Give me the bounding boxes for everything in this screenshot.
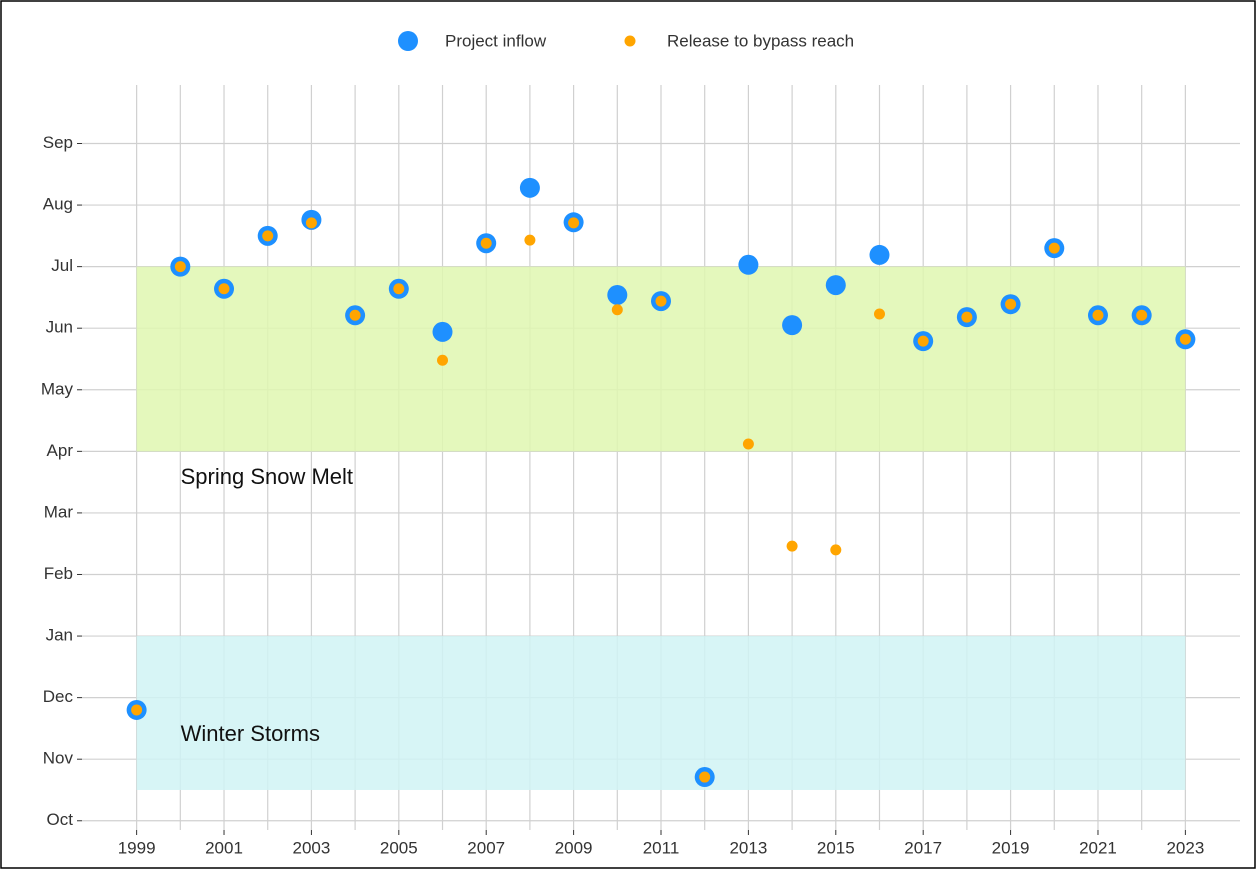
y-tick-label: Dec [43, 687, 74, 706]
point [218, 283, 230, 295]
x-tick-label: 2001 [205, 838, 243, 857]
y-tick-label: Jun [46, 318, 73, 337]
x-tick-label: 2003 [293, 838, 331, 857]
point [131, 704, 143, 716]
legend-marker [398, 31, 418, 51]
x-tick-label: 2005 [380, 838, 418, 857]
y-tick-label: Sep [43, 133, 73, 152]
point [742, 438, 754, 450]
point [262, 230, 274, 242]
y-tick-label: Jul [51, 256, 73, 275]
point [786, 540, 798, 552]
point [524, 234, 536, 246]
point [1092, 309, 1104, 321]
point [917, 335, 929, 347]
y-tick-label: Apr [47, 441, 74, 460]
point [611, 304, 623, 316]
point [480, 237, 492, 249]
y-tick-label: Aug [43, 195, 73, 214]
point [349, 309, 361, 321]
x-tick-label: 2023 [1166, 838, 1204, 857]
legend-label: Project inflow [445, 31, 547, 50]
x-tick-label: 2015 [817, 838, 855, 857]
point [738, 254, 759, 275]
x-tick-label: 2017 [904, 838, 942, 857]
y-tick-label: Mar [44, 502, 74, 521]
region [136, 636, 1186, 790]
point [519, 177, 540, 198]
region-label: Winter Storms [181, 721, 320, 746]
x-tick-label: 2019 [992, 838, 1030, 857]
x-tick-label: 2011 [643, 838, 680, 857]
x-tick-label: 2007 [467, 838, 505, 857]
legend-label: Release to bypass reach [667, 31, 854, 50]
point [607, 284, 628, 305]
point [1136, 309, 1148, 321]
point [568, 217, 580, 229]
point [782, 315, 803, 336]
y-tick-label: Nov [43, 749, 74, 768]
point [1005, 298, 1017, 310]
region-label: Spring Snow Melt [181, 464, 353, 489]
point [1048, 242, 1060, 254]
y-tick-label: May [41, 379, 74, 398]
y-tick-label: Oct [47, 810, 74, 829]
point [655, 295, 667, 307]
point [830, 544, 842, 556]
point [393, 283, 405, 295]
point [825, 275, 846, 296]
point [437, 354, 449, 366]
point [873, 308, 885, 320]
point [1179, 333, 1191, 345]
y-tick-label: Jan [46, 626, 73, 645]
point [174, 261, 186, 273]
x-tick-label: 1999 [118, 838, 156, 857]
point [869, 244, 890, 265]
point [432, 321, 453, 342]
y-tick-label: Feb [44, 564, 73, 583]
legend-marker [624, 35, 636, 47]
x-tick-label: 2009 [555, 838, 593, 857]
point [961, 311, 973, 323]
x-tick-label: 2021 [1079, 838, 1117, 857]
point [305, 217, 317, 229]
x-tick-label: 2013 [729, 838, 767, 857]
point [699, 771, 711, 783]
